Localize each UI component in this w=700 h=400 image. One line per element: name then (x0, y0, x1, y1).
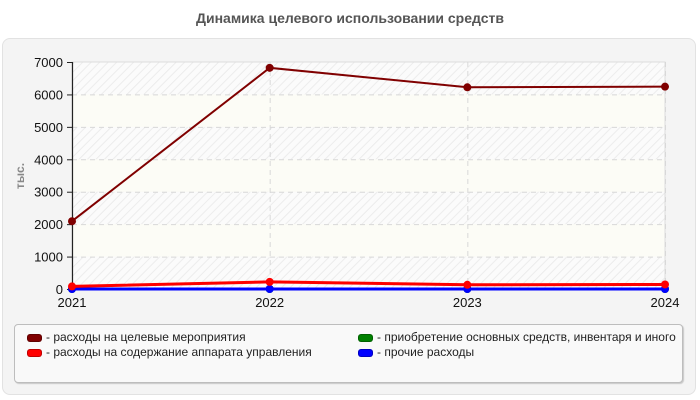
x-tick-label: 2022 (255, 295, 284, 310)
x-tick-label: 2023 (453, 295, 482, 310)
gridlines (72, 62, 666, 289)
legend: - расходы на целевые мероприятия - расхо… (14, 324, 683, 383)
y-tick-label: 2000 (34, 217, 63, 232)
y-tick-label: 5000 (34, 120, 63, 135)
legend-item-fixed-assets[interactable]: - приобретение основных средств, инвента… (358, 331, 676, 344)
series-line (68, 277, 669, 291)
legend-item-other-costs[interactable]: - прочие расходы (358, 346, 676, 359)
legend-swatch-icon (27, 349, 42, 357)
legend-label: - приобретение основных средств, инвента… (377, 330, 676, 344)
data-point-marker[interactable] (265, 277, 274, 286)
data-point-marker[interactable] (463, 83, 472, 92)
legend-label: - расходы на содержание аппарата управле… (46, 345, 312, 359)
y-tick-label: 6000 (34, 87, 63, 102)
legend-swatch-icon (358, 334, 373, 342)
legend-label: - расходы на целевые мероприятия (46, 330, 246, 344)
x-tick-labels: 2021 2022 2023 2024 (58, 295, 680, 310)
axes (67, 62, 74, 290)
y-tick-label: 7000 (34, 55, 63, 70)
chart-title: Динамика целевого использовании средств (196, 10, 504, 26)
legend-item-target-events[interactable]: - расходы на целевые мероприятия (27, 331, 347, 344)
data-point-marker[interactable] (265, 285, 274, 293)
y-tick-label: 0 (56, 282, 63, 297)
y-tick-labels: 0 1000 2000 3000 4000 5000 6000 7000 (34, 55, 63, 297)
series-lines (68, 63, 669, 293)
y-tick-label: 1000 (34, 250, 63, 265)
data-point-marker[interactable] (68, 217, 76, 226)
legend-item-admin-costs[interactable]: - расходы на содержание аппарата управле… (27, 346, 347, 359)
x-tick-label: 2021 (58, 295, 87, 310)
legend-swatch-icon (27, 334, 42, 342)
data-point-marker[interactable] (68, 282, 76, 291)
data-point-marker[interactable] (661, 280, 669, 289)
data-point-marker[interactable] (265, 63, 274, 72)
legend-swatch-icon (358, 349, 373, 357)
series-line (68, 63, 669, 226)
legend-label: - прочие расходы (377, 345, 475, 359)
data-point-marker[interactable] (463, 280, 472, 289)
y-tick-label: 4000 (34, 152, 63, 167)
x-tick-label: 2024 (651, 295, 680, 310)
data-point-marker[interactable] (661, 82, 669, 91)
y-axis-label: тыс. (13, 163, 27, 189)
y-tick-label: 3000 (34, 185, 63, 200)
plot-bands (71, 61, 666, 290)
